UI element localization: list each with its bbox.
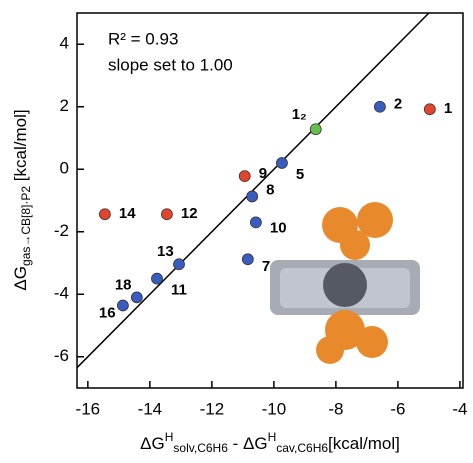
x-tick-label: -14	[138, 399, 163, 418]
x-tick-label: -8	[328, 399, 343, 418]
label-part: H	[165, 430, 174, 444]
y-tick-label: 4	[60, 34, 69, 53]
point-label: 11	[171, 282, 187, 299]
point-label: 14	[119, 205, 136, 222]
label-part: gas→CB[8]·P2	[19, 186, 33, 266]
annotation: R² = 0.93	[108, 29, 178, 48]
point	[116, 299, 129, 312]
y-axis-label: ΔGgas→CB[8]·P2 [kcal/mol]	[11, 109, 33, 290]
point-label: 9	[259, 165, 267, 182]
point	[374, 100, 386, 113]
point-label: 8	[266, 181, 274, 198]
point	[276, 157, 288, 169]
point-label: 16	[99, 304, 116, 321]
point-label: 5	[296, 166, 304, 183]
x-tick-label: -16	[76, 399, 101, 418]
point-label: 1₂	[292, 106, 307, 123]
label-part: ΔG	[11, 266, 30, 291]
label-part: cav,C6H6	[276, 441, 328, 455]
x-tick-label: -10	[262, 399, 287, 418]
label-part: - ΔG	[228, 434, 268, 453]
point	[173, 258, 185, 271]
point	[130, 291, 143, 304]
label-part: [kcal/mol]	[11, 109, 30, 186]
y-tick-label: -2	[54, 221, 69, 240]
label-part: H	[268, 430, 277, 444]
x-tick-label: -6	[390, 399, 405, 418]
point-label: 12	[181, 205, 198, 222]
annotation: slope set to 1.00	[108, 55, 233, 74]
point	[151, 272, 163, 285]
point-label: 10	[270, 219, 287, 236]
point	[249, 216, 262, 229]
y-tick-label: -6	[54, 346, 69, 365]
label-part: solv,C6H6	[173, 441, 228, 455]
point	[99, 208, 111, 221]
point	[423, 103, 436, 116]
point-label: 7	[262, 258, 270, 275]
point	[161, 208, 173, 221]
point-label: 18	[115, 276, 132, 293]
plot-frame	[76, 12, 464, 389]
point-label: 1	[444, 100, 452, 117]
label-part: ΔG	[140, 434, 165, 453]
point-label: 2	[394, 96, 402, 113]
x-tick-label: -12	[200, 399, 225, 418]
point-label: 13	[157, 243, 174, 260]
molecule-illustration	[270, 202, 420, 364]
y-tick-label: 0	[60, 159, 69, 178]
point	[241, 253, 254, 266]
x-tick-label: -4	[452, 399, 467, 418]
y-tick-label: -4	[54, 284, 69, 303]
y-tick-label: 2	[60, 96, 69, 115]
label-part: [kcal/mol]	[328, 434, 400, 453]
point	[246, 190, 259, 203]
fit-line	[76, 12, 430, 369]
point	[238, 170, 251, 183]
point	[309, 123, 322, 136]
x-axis-label: ΔGHsolv,C6H6 - ΔGHcav,C6H6[kcal/mol]	[140, 430, 400, 455]
